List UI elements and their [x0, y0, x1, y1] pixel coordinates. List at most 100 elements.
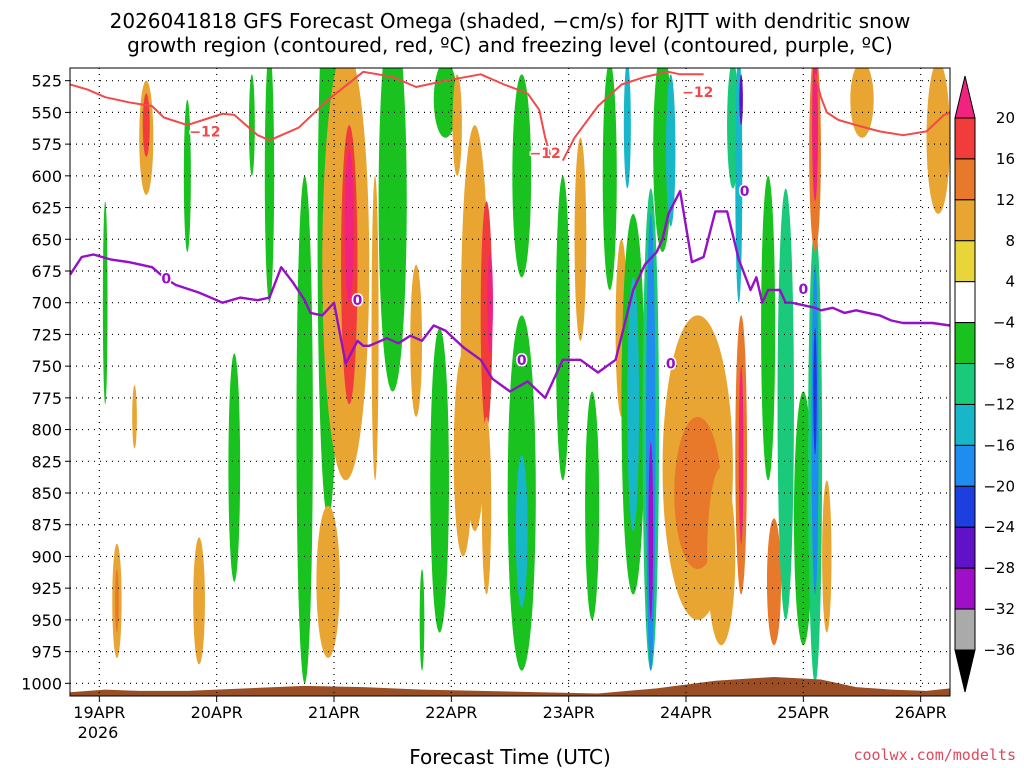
- y-tick-label-1000: 1000: [21, 674, 62, 693]
- colorbar-box-11: [954, 567, 976, 610]
- omega-cell-29: [555, 175, 570, 481]
- colorbar-label-10: −24: [983, 518, 1015, 536]
- y-axis: 525 550 575 600 625 650 675 700 725 750 775 800 825 8…: [21, 72, 70, 693]
- omega-cell-4: [115, 569, 119, 633]
- freezing-contour-label-4: 0: [740, 184, 750, 200]
- colorbar-box-3: [954, 240, 976, 283]
- omega-cell-19: [430, 328, 449, 633]
- omega-cell-64: [419, 569, 425, 671]
- omega-cell-35: [627, 277, 640, 532]
- colorbar-box-10: [954, 526, 976, 569]
- omega-shading: [102, 68, 950, 684]
- omega-cell-30: [585, 391, 600, 620]
- y-tick-label-975: 975: [31, 643, 62, 662]
- omega-cell-58: [812, 68, 818, 202]
- colorbar-label-1: 16: [996, 150, 1015, 168]
- chart-title-line-1: 2026041818 GFS Forecast Omega (shaded, −…: [110, 9, 911, 33]
- omega-cell-8: [228, 353, 241, 582]
- y-tick-label-925: 925: [31, 579, 62, 598]
- freezing-level-contours: [70, 189, 950, 400]
- colorbar-box-8: [954, 444, 976, 487]
- colorbar-box-6: [954, 363, 976, 405]
- dendritic-contour-2: [526, 92, 553, 159]
- colorbar-box-5: [954, 322, 976, 365]
- x-axis: 19APR 20APR 21APR 22APR 23APR 24APR 25APR 26APR: [73, 696, 947, 722]
- y-tick-label-950: 950: [31, 611, 62, 630]
- omega-cell-6: [102, 201, 108, 405]
- omega-cell-65: [452, 74, 462, 176]
- dendritic-contour-label-2: −12: [682, 85, 713, 101]
- omega-cell-51: [766, 518, 782, 646]
- omega-cell-50: [761, 175, 776, 481]
- dendritic-contour-label-1: −12: [530, 146, 561, 162]
- x-tick-label-21APR: 21APR: [308, 703, 360, 722]
- omega-cell-9: [264, 68, 275, 303]
- credit-label: coolwx.com/modelts: [853, 746, 1016, 764]
- omega-cell-60: [850, 68, 874, 138]
- x-tick-label-22APR: 22APR: [425, 703, 477, 722]
- omega-cell-24: [453, 353, 473, 557]
- colorbar-label-7: −12: [983, 395, 1015, 413]
- dendritic-contour-1: [298, 70, 528, 129]
- y-tick-label-800: 800: [31, 421, 62, 440]
- y-tick-label-825: 825: [31, 452, 62, 471]
- omega-cell-47: [735, 68, 743, 303]
- colorbar-box-2: [954, 199, 976, 242]
- freezing-contour-label-2: 0: [517, 353, 527, 369]
- freezing-contour-label-1: 0: [353, 293, 363, 309]
- omega-cell-52: [777, 188, 794, 620]
- colorbar-box-7: [954, 403, 976, 446]
- omega-cell-36: [623, 68, 631, 189]
- y-tick-label-875: 875: [31, 516, 62, 535]
- y-tick-label-850: 850: [31, 484, 62, 503]
- y-tick-label-700: 700: [31, 294, 62, 313]
- dendritic-contour-4: [814, 74, 950, 137]
- omega-cell-49: [707, 467, 736, 646]
- y-tick-label-675: 675: [31, 262, 62, 281]
- x-tick-label-25APR: 25APR: [777, 703, 829, 722]
- omega-cell-20: [433, 68, 458, 138]
- colorbar-label-2: 12: [996, 191, 1015, 209]
- x-tick-label-20APR: 20APR: [191, 703, 243, 722]
- omega-cell-48: [739, 74, 743, 126]
- omega-cell-63: [371, 175, 379, 481]
- terrain-surface: [70, 676, 950, 696]
- omega-cell-7: [183, 99, 191, 252]
- colorbar-label-6: −8: [993, 355, 1015, 373]
- colorbar-label-4: 4: [1005, 273, 1015, 291]
- omega-cell-41: [666, 74, 676, 227]
- omega-cell-15: [344, 150, 354, 303]
- colorbar-label-12: −32: [983, 600, 1015, 618]
- contour-labels: −12 −12 −12 0 0 0 0 0 0: [160, 84, 810, 374]
- colorbar-bottom-arrow: [954, 649, 976, 693]
- freezing-contour-label-3: 0: [666, 357, 676, 373]
- y-tick-label-550: 550: [31, 103, 62, 122]
- freezing-contour-0: [70, 189, 950, 400]
- omega-cell-61: [926, 68, 950, 214]
- colorbar-label-8: −16: [983, 436, 1015, 454]
- colorbar-box-12: [954, 608, 976, 651]
- omega-cell-56: [813, 328, 817, 455]
- dendritic-contour-0: [70, 83, 300, 142]
- colorbar-box-0: [954, 117, 976, 160]
- y-tick-label-775: 775: [31, 389, 62, 408]
- y-tick-label-900: 900: [31, 547, 62, 566]
- omega-cell-32: [602, 68, 617, 290]
- omega-cell-39: [648, 442, 654, 620]
- dendritic-snow-contours: [70, 70, 950, 162]
- terrain-fill: [70, 676, 950, 696]
- y-tick-label-625: 625: [31, 199, 62, 218]
- colorbar-label-11: −28: [983, 559, 1015, 577]
- colorbar-box-9: [954, 485, 976, 528]
- colorbar: 20 16 12 8 4 −4 −8 −12 −16 −20 −24 −28 −32 −36: [954, 75, 1015, 693]
- omega-cell-26: [512, 74, 532, 278]
- colorbar-label-13: −36: [983, 641, 1015, 659]
- y-tick-label-600: 600: [31, 167, 62, 186]
- x-axis-label: Forecast Time (UTC): [409, 745, 611, 768]
- omega-cell-1: [142, 93, 150, 157]
- colorbar-label-3: 8: [1005, 232, 1015, 250]
- omega-cell-18: [410, 264, 422, 417]
- x-year-label: 2026: [78, 723, 119, 742]
- omega-cell-62: [248, 74, 255, 176]
